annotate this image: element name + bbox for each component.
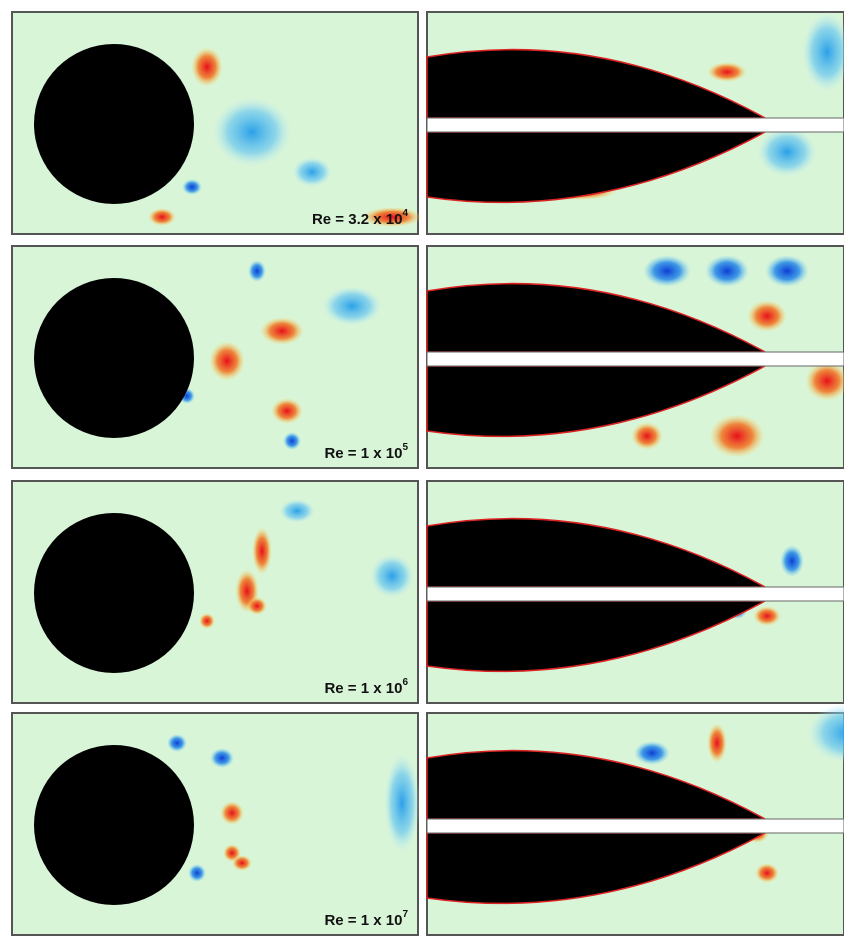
- vortex: [384, 753, 420, 853]
- reynolds-label: Re = 1 x 106: [324, 677, 408, 697]
- vortex: [188, 864, 206, 882]
- cylinder: [34, 44, 194, 204]
- vortex: [765, 255, 809, 287]
- vortex: [631, 422, 663, 450]
- label-text: Re = 1 x 10: [324, 680, 402, 697]
- row: Re = 1 x 106: [12, 481, 844, 703]
- label-text: Re = 1 x 10: [324, 912, 402, 929]
- vortex: [209, 341, 245, 381]
- label-exponent: 7: [402, 909, 408, 920]
- vortex: [705, 255, 749, 287]
- reynolds-label: Re = 1 x 105: [324, 442, 408, 462]
- vortex: [634, 741, 670, 765]
- vortex: [709, 414, 765, 458]
- figure: Re = 3.2 x 104Re = 1 x 105Re = 1 x 106Re…: [0, 0, 844, 937]
- vortex: [755, 863, 779, 883]
- vortex: [322, 286, 382, 326]
- vortex: [247, 597, 267, 615]
- vortex: [279, 499, 315, 523]
- cylinder: [34, 513, 194, 673]
- vortex: [220, 801, 244, 825]
- vortex: [191, 47, 223, 87]
- vortex: [753, 606, 781, 626]
- cylinder: [34, 278, 194, 438]
- vortex: [199, 613, 215, 629]
- row: Re = 1 x 107: [12, 703, 844, 935]
- vortex: [271, 398, 303, 424]
- label-exponent: 4: [402, 208, 408, 219]
- vortex: [757, 127, 817, 177]
- vortex: [182, 179, 202, 195]
- row: Re = 1 x 105: [12, 246, 844, 468]
- label-exponent: 6: [402, 677, 408, 688]
- vortex: [212, 97, 292, 167]
- vortex: [292, 157, 332, 187]
- vortex: [248, 260, 266, 282]
- reynolds-label: Re = 3.2 x 104: [312, 208, 408, 228]
- splitter: [427, 118, 844, 132]
- vortex: [643, 255, 691, 287]
- reynolds-label: Re = 1 x 107: [324, 909, 408, 929]
- vortex: [707, 723, 727, 763]
- label-text: Re = 1 x 10: [324, 445, 402, 462]
- vortex: [252, 527, 272, 575]
- vortex: [370, 554, 414, 598]
- vortex: [148, 208, 176, 226]
- vortex: [167, 734, 187, 752]
- vortex: [210, 748, 234, 768]
- vortex: [232, 855, 252, 871]
- vortex: [283, 432, 301, 450]
- splitter: [427, 819, 844, 833]
- label-text: Re = 3.2 x 10: [312, 211, 402, 228]
- label-exponent: 5: [402, 442, 408, 453]
- vortex: [707, 62, 747, 82]
- vortex: [780, 545, 804, 577]
- splitter: [427, 587, 844, 601]
- cylinder: [34, 745, 194, 905]
- vortex: [747, 300, 787, 332]
- row: Re = 3.2 x 104: [12, 12, 844, 234]
- vortex: [260, 317, 304, 345]
- splitter: [427, 352, 844, 366]
